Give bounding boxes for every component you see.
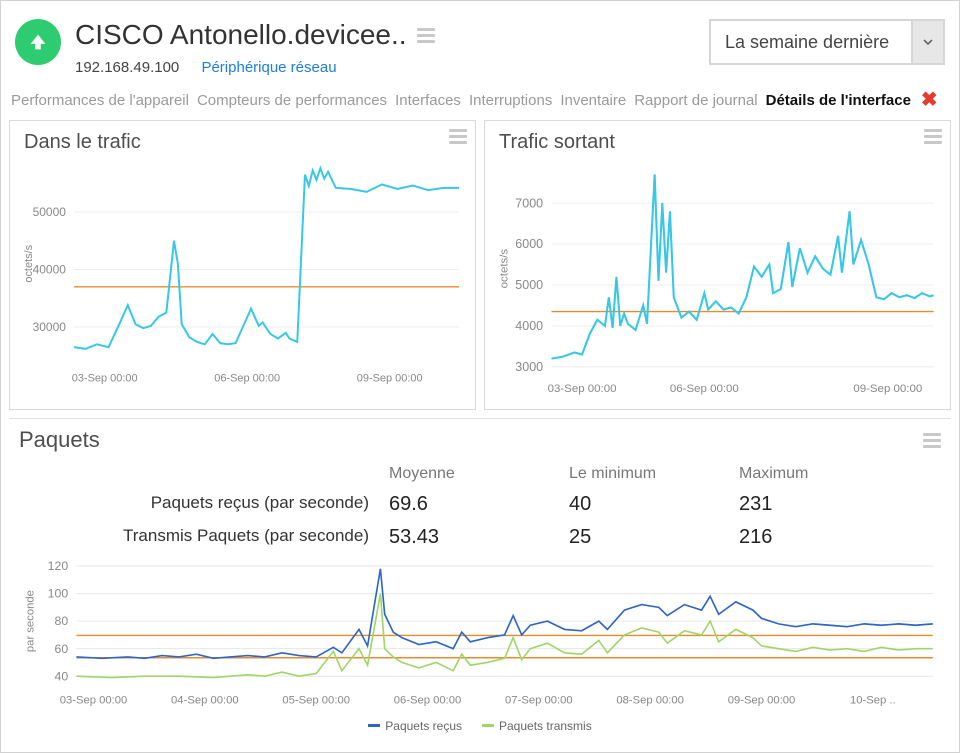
- svg-text:6000: 6000: [515, 237, 543, 251]
- svg-text:100: 100: [48, 587, 69, 601]
- svg-text:06-Sep 00:00: 06-Sep 00:00: [670, 383, 739, 395]
- svg-text:07-Sep 00:00: 07-Sep 00:00: [505, 695, 573, 707]
- svg-text:octets/s: octets/s: [499, 249, 511, 289]
- svg-text:06-Sep 00:00: 06-Sep 00:00: [214, 373, 280, 385]
- in-traffic-chart: 30000 40000 50000 03-Sep 00:00 06-Sep 00:00 0…: [18, 160, 467, 389]
- page-title: CISCO Antonello.devicee..: [75, 19, 407, 51]
- time-range-value: La semaine dernière: [711, 21, 911, 63]
- tab-2[interactable]: Interfaces: [395, 92, 461, 109]
- packets-legend: Paquets reçus Paquets transmis: [19, 717, 941, 735]
- panel-in-traffic: Dans le trafic 30000 40000 50000 03-Sep 00:…: [9, 120, 476, 410]
- svg-text:03-Sep 00:00: 03-Sep 00:00: [72, 373, 138, 385]
- tab-3[interactable]: Interruptions: [469, 92, 552, 109]
- tab-4[interactable]: Inventaire: [560, 92, 626, 109]
- svg-text:09-Sep 00:00: 09-Sep 00:00: [728, 695, 796, 707]
- stats-value: 53.43: [389, 526, 569, 549]
- panel-menu-icon[interactable]: [924, 129, 942, 144]
- chevron-down-icon: [911, 21, 943, 63]
- legend-item: Paquets reçus: [368, 719, 462, 733]
- svg-text:octets/s: octets/s: [23, 244, 35, 282]
- svg-text:09-Sep 00:00: 09-Sep 00:00: [853, 383, 922, 395]
- svg-text:80: 80: [55, 614, 69, 628]
- tab-0[interactable]: Performances de l'appareil: [11, 92, 189, 109]
- time-range-select[interactable]: La semaine dernière: [709, 19, 945, 65]
- svg-text:08-Sep 00:00: 08-Sep 00:00: [616, 695, 684, 707]
- svg-text:3000: 3000: [515, 360, 543, 374]
- stats-value: 25: [569, 526, 739, 549]
- panel-title: Dans le trafic: [18, 127, 467, 160]
- tab-6[interactable]: Détails de l'interface: [766, 92, 911, 109]
- legend-item: Paquets transmis: [482, 719, 592, 733]
- svg-text:05-Sep 00:00: 05-Sep 00:00: [282, 695, 350, 707]
- panel-packets: Paquets MoyenneLe minimumMaximum Paquets …: [9, 418, 951, 735]
- stats-row-label: Transmis Paquets (par seconde): [19, 526, 389, 549]
- panel-title: Paquets: [19, 427, 100, 453]
- svg-text:10-Sep ..: 10-Sep ..: [850, 695, 896, 707]
- panel-title: Trafic sortant: [493, 127, 942, 160]
- stats-value: 216: [739, 526, 909, 549]
- device-type-link[interactable]: Périphérique réseau: [201, 59, 336, 76]
- svg-text:par seconde: par seconde: [24, 590, 36, 652]
- svg-text:09-Sep 00:00: 09-Sep 00:00: [357, 373, 423, 385]
- tab-5[interactable]: Rapport de journal: [634, 92, 757, 109]
- status-up-icon: [15, 19, 61, 65]
- stats-column-header: Maximum: [739, 465, 909, 483]
- panel-menu-icon[interactable]: [923, 433, 941, 448]
- stats-column-header: Le minimum: [569, 465, 739, 483]
- svg-text:60: 60: [55, 642, 69, 656]
- device-ip: 192.168.49.100: [75, 59, 179, 76]
- stats-value: 40: [569, 493, 739, 516]
- svg-text:03-Sep 00:00: 03-Sep 00:00: [60, 695, 128, 707]
- tab-bar: Performances de l'appareil Compteurs de p…: [1, 80, 959, 114]
- svg-text:120: 120: [48, 559, 69, 573]
- svg-text:7000: 7000: [515, 196, 543, 210]
- stats-column-header: Moyenne: [389, 465, 569, 483]
- svg-text:06-Sep 00:00: 06-Sep 00:00: [394, 695, 462, 707]
- out-traffic-chart: 3000 4000 5000 6000 7000 03-Sep 00:00 06-Sep 0…: [493, 160, 942, 400]
- panel-out-traffic: Trafic sortant 3000 4000 5000 6000 7000 03-Se…: [484, 120, 951, 410]
- stats-value: 69.6: [389, 493, 569, 516]
- stats-value: 231: [739, 493, 909, 516]
- svg-text:04-Sep 00:00: 04-Sep 00:00: [171, 695, 239, 707]
- svg-text:40: 40: [55, 669, 69, 683]
- svg-text:5000: 5000: [515, 278, 543, 292]
- packets-stats-table: MoyenneLe minimumMaximum Paquets reçus (p…: [19, 465, 941, 549]
- svg-text:50000: 50000: [33, 205, 67, 219]
- page-header: CISCO Antonello.devicee.. 192.168.49.100…: [1, 1, 959, 80]
- svg-text:40000: 40000: [33, 263, 67, 277]
- svg-text:30000: 30000: [33, 320, 67, 334]
- title-menu-icon[interactable]: [417, 28, 435, 43]
- stats-row-label: Paquets reçus (par seconde): [19, 493, 389, 516]
- tab-1[interactable]: Compteurs de performances: [197, 92, 387, 109]
- packets-chart: 40 60 80 100 120 03-Sep 00:00 04-Sep 00:00 05-S…: [19, 553, 941, 712]
- panel-menu-icon[interactable]: [449, 129, 467, 144]
- svg-text:03-Sep 00:00: 03-Sep 00:00: [548, 383, 617, 395]
- close-icon[interactable]: ✖: [921, 90, 938, 110]
- svg-text:4000: 4000: [515, 319, 543, 333]
